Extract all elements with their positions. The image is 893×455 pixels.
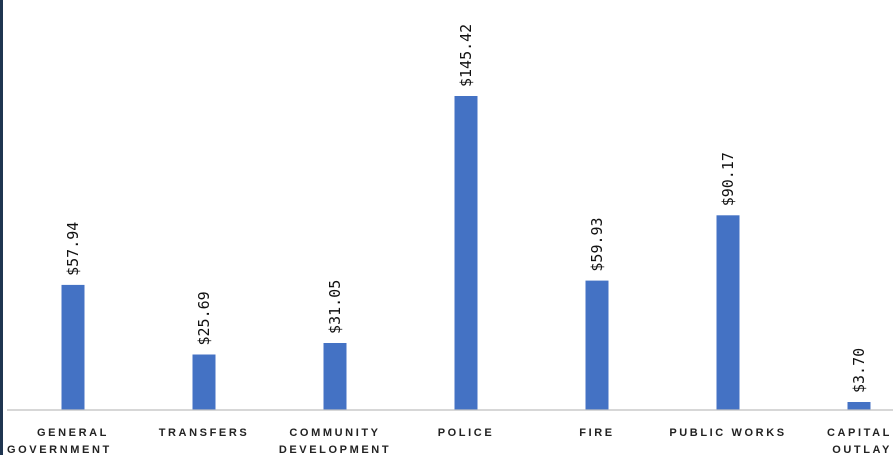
bar-5 — [716, 215, 740, 410]
bar-0 — [61, 284, 85, 410]
x-tick-labels: GENERAL GOVERNMENT TRANSFERS COMMUNITY DEVEL… — [7, 427, 892, 455]
value-labels-layer: $57.94 $25.69 $31.05 $145.42 $59.93 $90.17 $3.… — [64, 24, 868, 393]
data-label-0: $57.94 — [64, 222, 82, 276]
bar-2 — [323, 343, 347, 410]
x-tick-label-6-0: CAPITAL — [827, 427, 892, 439]
data-label-1: $25.69 — [195, 291, 213, 345]
x-tick-label-1-0: TRANSFERS — [159, 427, 250, 439]
bar-4 — [585, 280, 609, 410]
data-label-2: $31.05 — [326, 280, 344, 334]
x-tick-label-5-0: PUBLIC WORKS — [669, 427, 786, 439]
x-tick-label-0-0: GENERAL — [37, 427, 109, 439]
data-label-4: $59.93 — [588, 217, 606, 271]
x-tick-label-4-0: FIRE — [579, 427, 614, 439]
data-label-3: $145.42 — [457, 24, 475, 87]
x-tick-label-2-0: COMMUNITY — [289, 427, 380, 439]
x-tick-label-2-1: DEVELOPMENT — [279, 444, 391, 455]
data-label-6: $3.70 — [850, 348, 868, 393]
x-tick-label-0-1: GOVERNMENT — [7, 444, 112, 455]
bar-3 — [454, 96, 478, 410]
bar-6 — [847, 402, 871, 410]
data-label-5: $90.17 — [719, 152, 737, 206]
bar-chart: $57.94 $25.69 $31.05 $145.42 $59.93 $90.17 $3.… — [7, 24, 893, 455]
bars-layer — [61, 96, 871, 410]
bar-1 — [192, 354, 216, 410]
x-tick-label-3-0: POLICE — [438, 427, 495, 439]
x-tick-label-6-1: OUTLAY — [832, 444, 892, 455]
